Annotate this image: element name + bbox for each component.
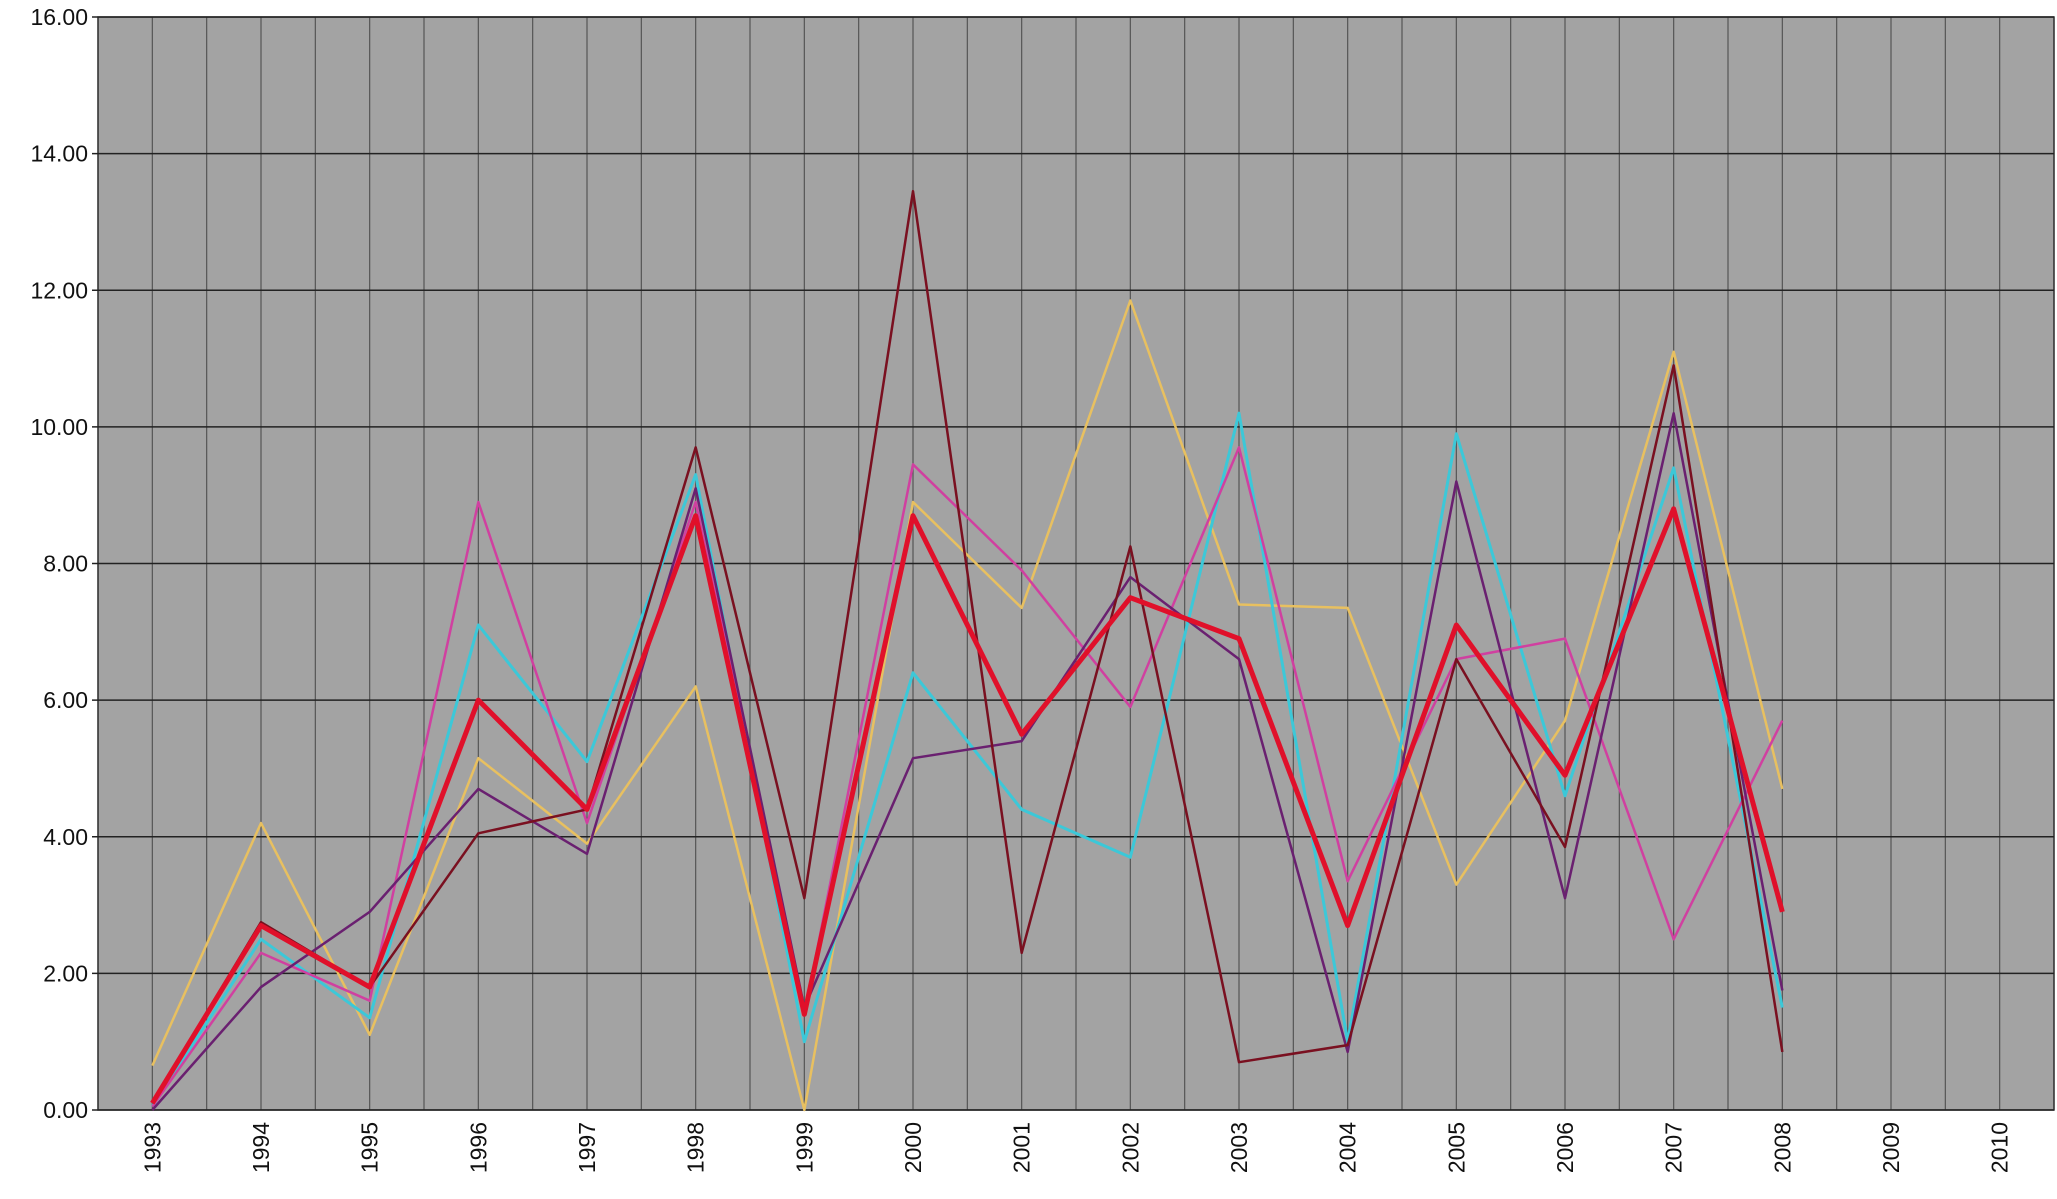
x-tick-label: 2003: [1226, 1122, 1252, 1173]
series-line: [151, 446, 1784, 1108]
x-tick-label: 1996: [465, 1122, 491, 1173]
x-tick-label: 1993: [139, 1122, 165, 1173]
x-tick-label: 2007: [1661, 1122, 1687, 1173]
y-tick-label: 14.00: [30, 141, 88, 167]
x-tick-label: 2008: [1769, 1122, 1795, 1173]
x-tick-label: 1997: [574, 1122, 600, 1173]
series-line: [151, 299, 1784, 1112]
y-tick-label: 4.00: [43, 824, 88, 850]
series-line: [151, 189, 1784, 1104]
x-tick-label: 1995: [357, 1122, 383, 1173]
x-tick-label: 1994: [248, 1122, 274, 1173]
y-tick-label: 8.00: [43, 551, 88, 577]
series-line: [151, 411, 1784, 1108]
x-tick-label: 2000: [900, 1122, 926, 1173]
x-tick-label: 2009: [1878, 1122, 1904, 1173]
x-tick-label: 2004: [1335, 1122, 1361, 1173]
x-tick-label: 2001: [1009, 1122, 1035, 1173]
x-tick-label: 2006: [1552, 1122, 1578, 1173]
y-tick-label: 2.00: [43, 960, 88, 986]
x-tick-label: 2005: [1443, 1122, 1469, 1173]
y-tick-label: 0.00: [43, 1097, 88, 1123]
x-tick-label: 2010: [1987, 1122, 2013, 1173]
y-tick-label: 6.00: [43, 687, 88, 713]
y-tick-label: 16.00: [30, 4, 88, 30]
series-line: [150, 506, 1785, 1105]
x-tick-label: 1998: [683, 1122, 709, 1173]
y-tick-label: 12.00: [30, 277, 88, 303]
y-tick-label: 10.00: [30, 414, 88, 440]
x-tick-label: 2002: [1117, 1122, 1143, 1173]
x-tick-label: 1999: [791, 1122, 817, 1173]
